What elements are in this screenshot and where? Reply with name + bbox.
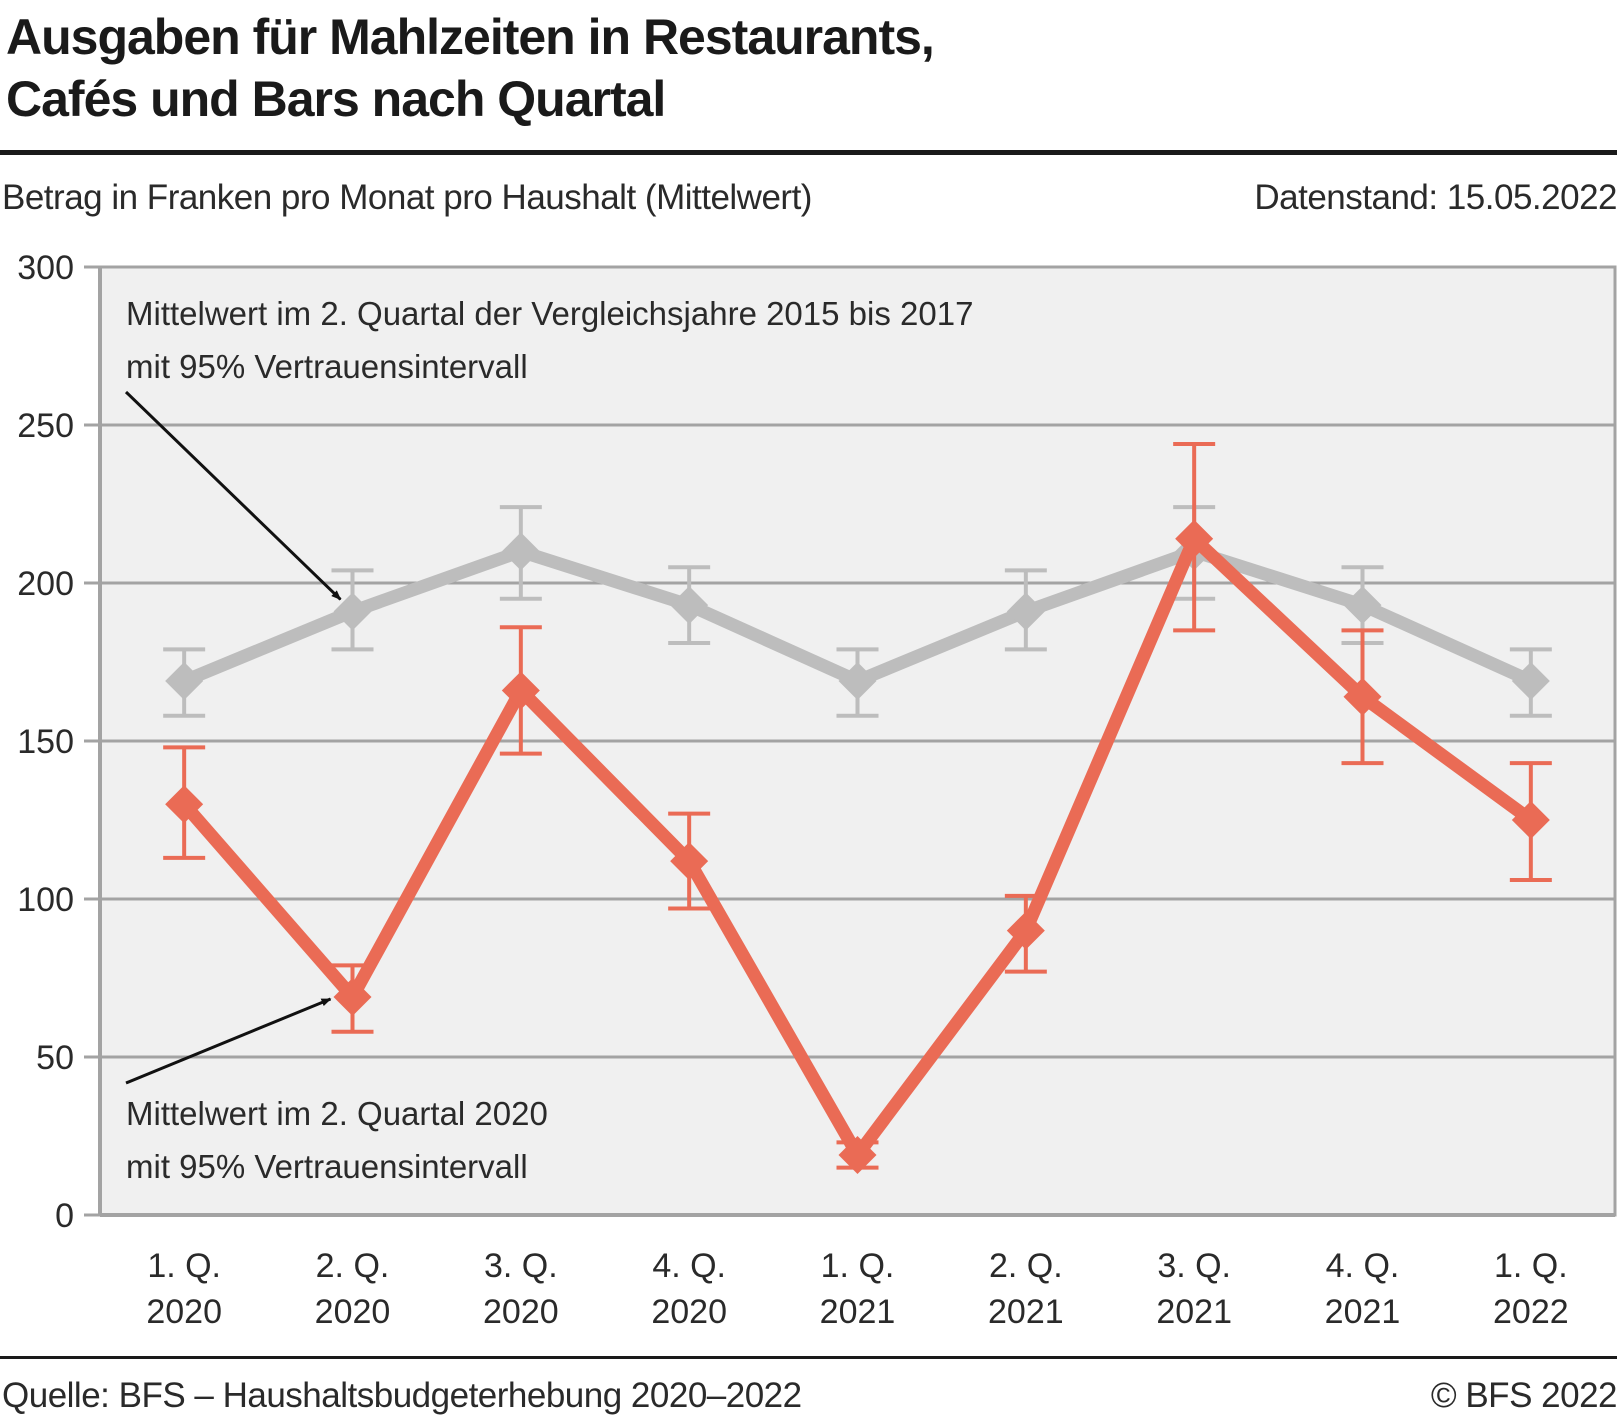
footer-divider: [0, 1356, 1617, 1359]
x-tick-label: 3. Q. 2020: [483, 1247, 559, 1331]
data-point-marker: [501, 532, 540, 571]
x-tick-label-quarter: 3. Q.: [484, 1247, 558, 1285]
x-tick-label-year: 2021: [1325, 1293, 1401, 1331]
x-tick-label-year: 2021: [988, 1293, 1064, 1331]
data-point-marker: [333, 977, 372, 1016]
title-divider: [0, 150, 1617, 155]
data-point-marker: [670, 842, 709, 881]
data-point-marker: [1175, 519, 1214, 558]
y-tick-label: 250: [17, 407, 74, 445]
chart-subtitle: Betrag in Franken pro Monat pro Haushalt…: [2, 178, 812, 217]
x-tick-label-year: 2021: [1156, 1293, 1232, 1331]
y-tick-label: 200: [17, 565, 74, 603]
series-current: [163, 441, 1552, 1174]
x-tick-label: 3. Q. 2021: [1156, 1247, 1232, 1331]
y-tick-label: 0: [55, 1197, 74, 1235]
data-point-marker: [165, 785, 204, 824]
y-tick-label: 150: [17, 723, 74, 761]
annotation-text-line-1: Mittelwert im 2. Quartal 2020: [126, 1095, 548, 1132]
data-point-marker: [333, 592, 372, 631]
x-tick-label: 4. Q. 2020: [651, 1247, 727, 1331]
x-tick-label-quarter: 3. Q.: [1157, 1247, 1231, 1285]
x-tick-label-quarter: 4. Q.: [652, 1247, 726, 1285]
annotation-arrow: [124, 390, 342, 601]
data-point-marker: [838, 1135, 877, 1174]
data-point-marker: [838, 661, 877, 700]
annotation-arrow: [125, 997, 332, 1085]
data-point-marker: [1511, 661, 1550, 700]
data-point-marker: [1343, 677, 1382, 716]
chart-title-line-2: Cafés und Bars nach Quartal: [6, 71, 666, 127]
data-point-marker: [165, 661, 204, 700]
x-tick-label: 1. Q. 2021: [820, 1247, 896, 1331]
y-tick-label: 300: [17, 249, 74, 287]
x-tick-label: 2. Q. 2020: [315, 1247, 391, 1331]
x-tick-label-quarter: 1. Q.: [147, 1247, 221, 1285]
y-tick-label: 50: [36, 1039, 74, 1077]
data-point-marker: [501, 671, 540, 710]
annotation-text-line-2: mit 95% Vertrauensintervall: [126, 348, 528, 385]
x-tick-label-year: 2021: [820, 1293, 896, 1331]
x-tick-label-quarter: 1. Q.: [821, 1247, 895, 1285]
x-tick-label-quarter: 4. Q.: [1326, 1247, 1400, 1285]
x-tick-label-quarter: 1. Q.: [1494, 1247, 1568, 1285]
chart-title-line-1: Ausgaben für Mahlzeiten in Restaurants,: [6, 9, 935, 65]
annotation-current: Mittelwert im 2. Quartal 2020 mit 95% Ver…: [125, 997, 548, 1185]
annotation-comparison: Mittelwert im 2. Quartal der Vergleichsj…: [124, 295, 973, 601]
series-comparison: [163, 505, 1552, 718]
series-layer: [163, 441, 1552, 1174]
data-point-marker: [670, 586, 709, 625]
data-point-marker: [1511, 801, 1550, 839]
copyright: © BFS 2022: [1430, 1376, 1617, 1415]
x-tick-label-year: 2020: [146, 1293, 222, 1331]
x-tick-label: 2. Q. 2021: [988, 1247, 1064, 1331]
x-tick-label-year: 2020: [651, 1293, 727, 1331]
x-tick-label: 1. Q. 2020: [146, 1247, 222, 1331]
x-tick-label: 4. Q. 2021: [1325, 1247, 1401, 1331]
x-tick-label-year: 2020: [483, 1293, 559, 1331]
data-point-marker: [1006, 592, 1045, 631]
data-date: Datenstand: 15.05.2022: [1254, 178, 1617, 217]
y-axis: 0 50 100 150 200 250 300: [17, 249, 1615, 1235]
data-point-marker: [1343, 586, 1382, 625]
x-tick-label-year: 2020: [315, 1293, 391, 1331]
x-tick-label: 1. Q. 2022: [1493, 1247, 1569, 1331]
chart-title: Ausgaben für Mahlzeiten in Restaurants, …: [6, 6, 935, 130]
annotations: Mittelwert im 2. Quartal der Vergleichsj…: [124, 295, 973, 1185]
x-tick-label-quarter: 2. Q.: [316, 1247, 390, 1285]
x-tick-label-quarter: 2. Q.: [989, 1247, 1063, 1285]
annotation-text-line-2: mit 95% Vertrauensintervall: [126, 1148, 528, 1185]
x-tick-label-year: 2022: [1493, 1293, 1569, 1331]
y-tick-label: 100: [17, 881, 74, 919]
annotation-text-line-1: Mittelwert im 2. Quartal der Vergleichsj…: [126, 295, 973, 332]
data-point-marker: [1006, 911, 1045, 950]
source-note: Quelle: BFS – Haushaltsbudgeterhebung 20…: [2, 1376, 802, 1415]
